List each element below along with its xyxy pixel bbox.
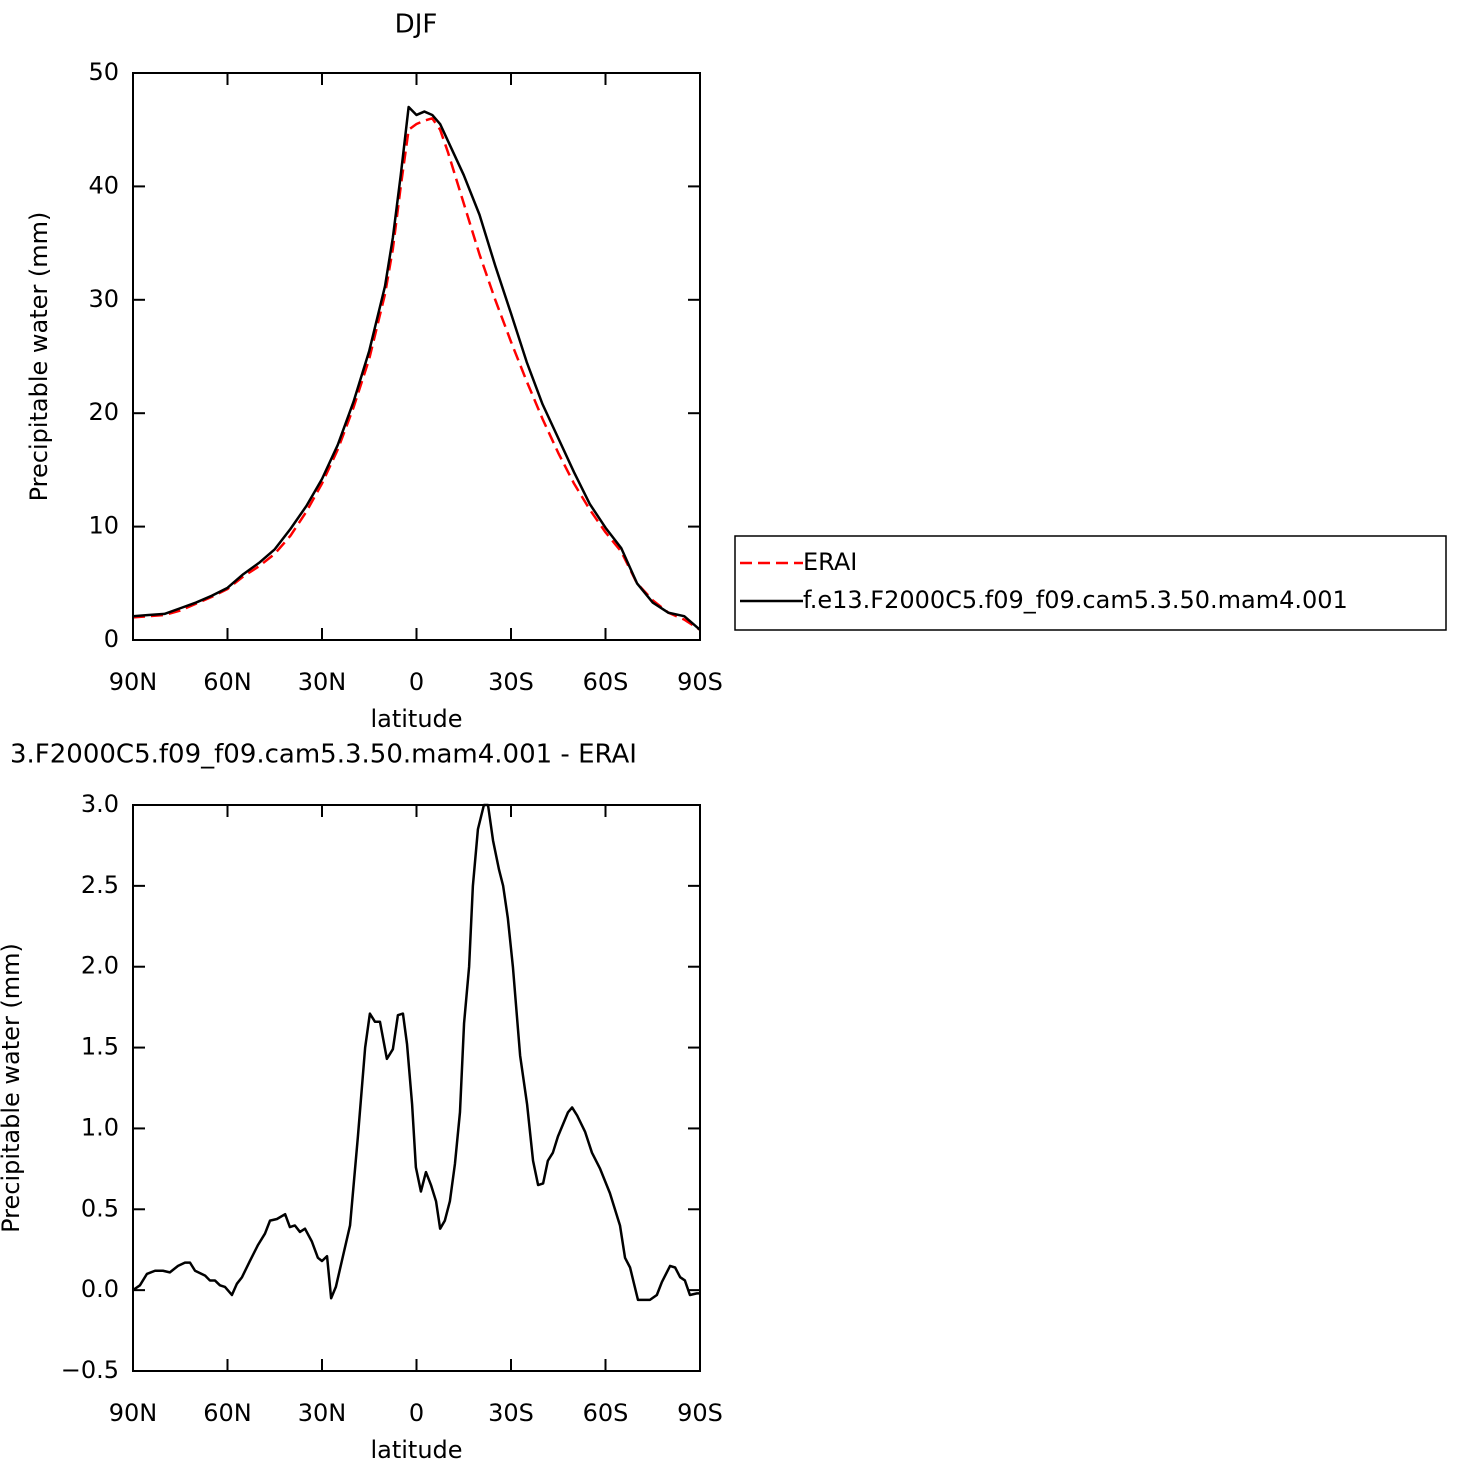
y-tick-label: 3.0: [81, 790, 119, 818]
x-tick-label: 0: [409, 668, 424, 696]
y-tick-label: 0.5: [81, 1194, 119, 1222]
x-tick-label: 90S: [677, 668, 723, 696]
plot-frame: [132, 804, 701, 1372]
x-tick-label: 60N: [203, 1399, 252, 1427]
x-tick-label: 60N: [203, 668, 252, 696]
x-tick-label: 90N: [109, 668, 158, 696]
x-axis-label: latitude: [370, 705, 462, 733]
y-tick-label: 0: [104, 625, 119, 653]
series-line: [132, 105, 701, 631]
y-axis-label: Precipitable water (mm): [25, 212, 53, 502]
chart-title: 3.F2000C5.f09_f09.cam5.3.50.mam4.001 - E…: [10, 740, 637, 770]
y-tick-label: 10: [88, 512, 119, 540]
y-tick-label: 20: [88, 398, 119, 426]
y-tick-label: 40: [88, 171, 119, 199]
x-tick-label: 30N: [298, 668, 347, 696]
plot-frame: [132, 72, 701, 641]
legend-box: [734, 535, 1447, 631]
x-tick-label: 90N: [109, 1399, 158, 1427]
x-tick-label: 0: [409, 1399, 424, 1427]
x-tick-label: 60S: [583, 668, 629, 696]
series-line: [132, 803, 700, 1302]
x-tick-label: 30N: [298, 1399, 347, 1427]
legend-label: ERAI: [803, 548, 857, 576]
y-tick-label: 50: [88, 58, 119, 86]
y-tick-label: 30: [88, 285, 119, 313]
y-tick-label: 1.0: [81, 1113, 119, 1141]
x-tick-label: 30S: [488, 1399, 534, 1427]
series-line: [132, 117, 701, 631]
x-axis-label: latitude: [370, 1436, 462, 1464]
y-tick-label: 0.0: [81, 1275, 119, 1303]
legend-label: f.e13.F2000C5.f09_f09.cam5.3.50.mam4.001: [803, 586, 1348, 614]
y-axis-label: Precipitable water (mm): [0, 943, 25, 1233]
y-tick-label: −0.5: [61, 1356, 119, 1384]
x-tick-label: 60S: [583, 1399, 629, 1427]
y-tick-label: 2.5: [81, 871, 119, 899]
y-tick-label: 2.0: [81, 952, 119, 980]
y-tick-label: 1.5: [81, 1033, 119, 1061]
chart-title: DJF: [395, 10, 438, 40]
x-tick-label: 90S: [677, 1399, 723, 1427]
x-tick-label: 30S: [488, 668, 534, 696]
